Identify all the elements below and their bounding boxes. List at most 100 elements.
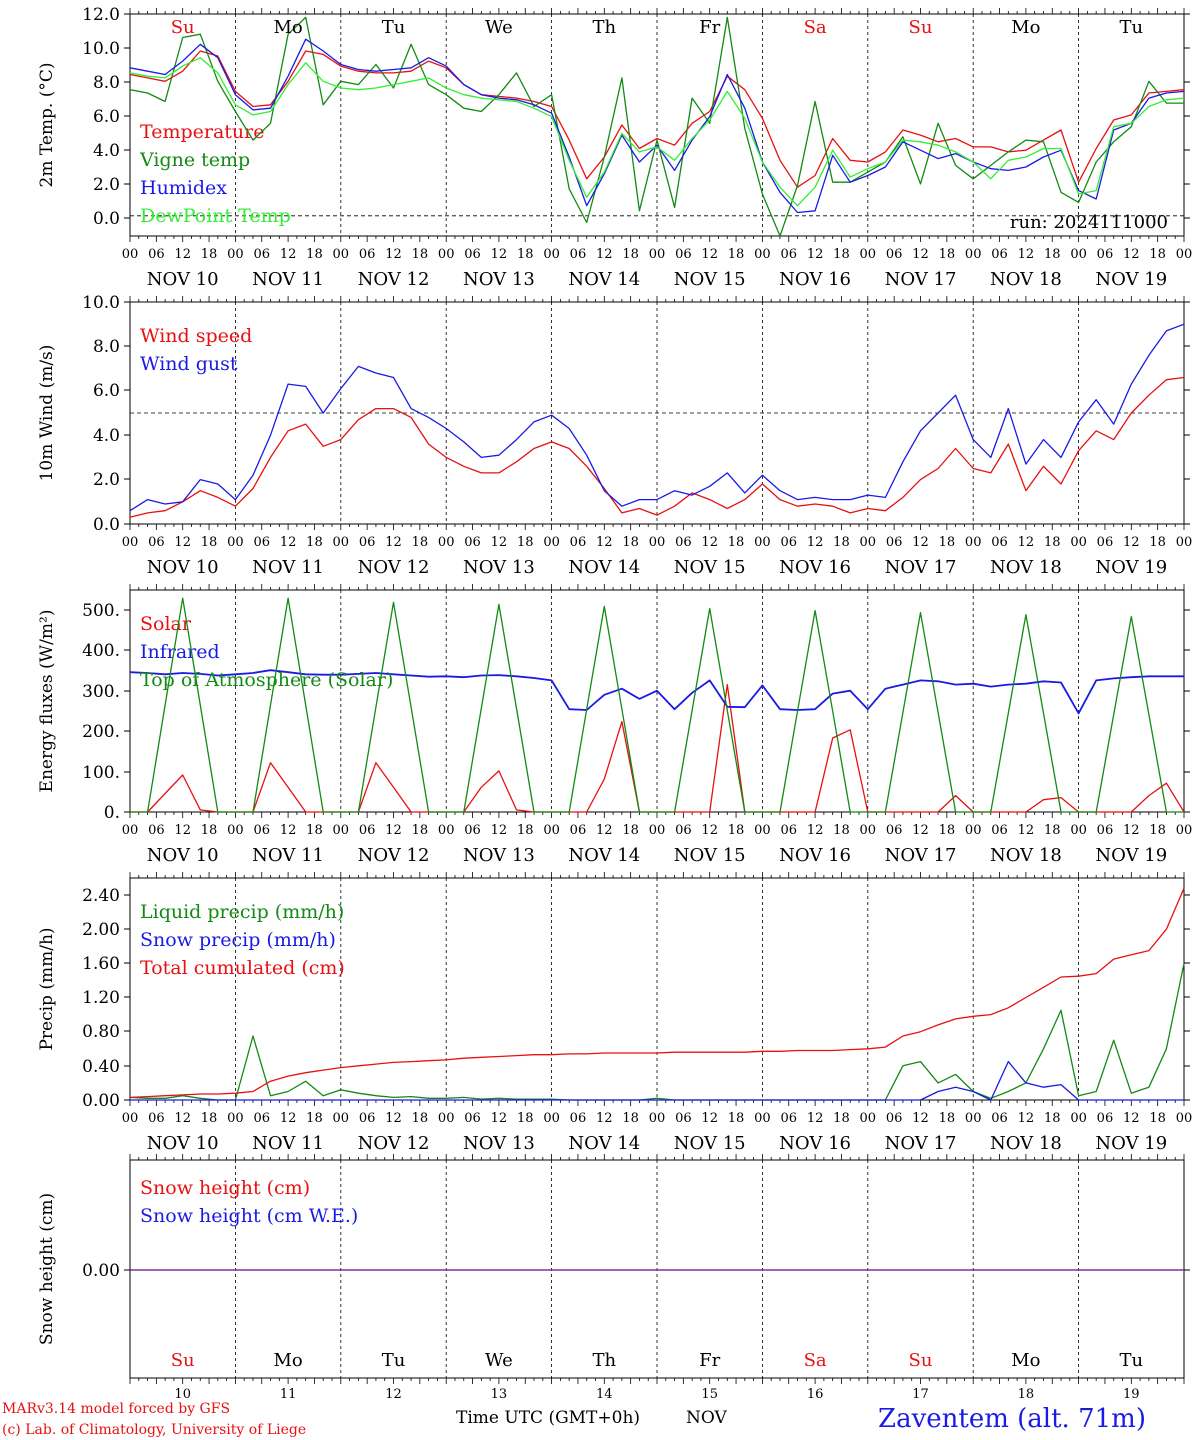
x-hour-tick-label: 06 <box>148 247 165 262</box>
x-hour-tick-label: 00 <box>543 247 560 262</box>
x-hour-tick-label: 00 <box>438 1111 455 1126</box>
legend-entry: Total cumulated (cm) <box>140 957 345 979</box>
legend-entry: Humidex <box>140 177 227 199</box>
x-date-label: NOV 16 <box>779 845 851 866</box>
day-of-week-label: Sa <box>804 1350 827 1371</box>
x-hour-tick-label: 18 <box>1044 1111 1061 1126</box>
series-line-wind-gust <box>129 323 1185 512</box>
x-hour-tick-label: 06 <box>464 1111 481 1126</box>
legend-entry: Solar <box>140 613 192 635</box>
day-of-week-label: Tu <box>1119 1350 1143 1371</box>
x-date-label: NOV 12 <box>358 557 430 578</box>
x-hour-tick-label: 18 <box>412 247 429 262</box>
y-tick-label: 6.0 <box>93 107 120 127</box>
credit-line-1: MARv3.14 model forced by GFS <box>2 1401 230 1417</box>
x-hour-tick-label: 00 <box>860 247 877 262</box>
x-hour-tick-label: 12 <box>385 823 402 838</box>
x-hour-tick-label: 12 <box>491 823 508 838</box>
x-hour-tick-label: 12 <box>174 823 191 838</box>
day-number-label: 13 <box>491 1387 508 1402</box>
day-number-label: 14 <box>596 1387 613 1402</box>
x-hour-tick-label: 00 <box>860 1111 877 1126</box>
x-hour-tick-label: 18 <box>1044 535 1061 550</box>
x-hour-tick-label: 06 <box>1097 535 1114 550</box>
x-hour-tick-label: 12 <box>701 823 718 838</box>
legend-entry: Snow precip (mm/h) <box>140 929 336 951</box>
y-tick-label: 1.60 <box>82 954 120 974</box>
x-hour-tick-label: 00 <box>754 1111 771 1126</box>
x-hour-tick-label: 06 <box>148 535 165 550</box>
x-hour-tick-label: 00 <box>122 247 139 262</box>
x-hour-tick-label: 18 <box>833 823 850 838</box>
x-hour-tick-label: 06 <box>886 535 903 550</box>
x-hour-tick-label: 00 <box>754 247 771 262</box>
x-hour-tick-label: 12 <box>280 535 297 550</box>
x-hour-tick-label: 00 <box>649 1111 666 1126</box>
x-date-label: NOV 15 <box>674 557 746 578</box>
y-tick-label: 0.80 <box>82 1022 120 1042</box>
legend-entry: Infrared <box>140 641 220 663</box>
credit-line-2: (c) Lab. of Climatology, University of L… <box>2 1422 306 1438</box>
x-date-label: NOV 13 <box>463 845 535 866</box>
x-hour-tick-label: 12 <box>1123 535 1140 550</box>
legend-entry: Vigne temp <box>139 149 250 171</box>
x-hour-tick-label: 00 <box>227 535 244 550</box>
x-date-label: NOV 12 <box>358 845 430 866</box>
x-hour-tick-label: 06 <box>780 247 797 262</box>
day-of-week-label: Th <box>592 1350 616 1371</box>
x-hour-tick-label: 00 <box>122 1111 139 1126</box>
x-hour-tick-label: 12 <box>912 535 929 550</box>
x-hour-tick-label: 00 <box>543 1111 560 1126</box>
y-tick-label: 500. <box>82 601 120 621</box>
x-hour-tick-label: 18 <box>517 1111 534 1126</box>
day-of-week-label: Mo <box>1011 1350 1040 1371</box>
x-date-label: NOV 14 <box>568 1133 640 1154</box>
x-date-label: NOV 18 <box>990 557 1062 578</box>
x-hour-tick-label: 06 <box>464 247 481 262</box>
y-axis-label: 2m Temp. (°C) <box>37 62 57 187</box>
x-hour-tick-label: 12 <box>385 535 402 550</box>
x-date-label: NOV 11 <box>252 557 324 578</box>
x-hour-tick-label: 18 <box>412 1111 429 1126</box>
panel-2: 10.0 8.0 6.0 4.0 2.0 0.0 10m Wind (m/s) Wind sp… <box>37 293 1192 578</box>
series-line-humidex <box>129 38 1185 214</box>
x-hour-tick-label: 12 <box>491 535 508 550</box>
series-line-liquid-precip-mm-h- <box>129 963 1185 1101</box>
y-tick-label: 300. <box>82 682 120 702</box>
x-date-label: NOV 18 <box>990 269 1062 290</box>
legend-entry: Top of Atmosphere (Solar) <box>140 669 393 691</box>
legend-entry: Wind gust <box>140 353 238 375</box>
x-date-label: NOV 13 <box>463 557 535 578</box>
y-tick-label: 0. <box>104 803 120 823</box>
x-hour-tick-label: 00 <box>543 823 560 838</box>
y-tick-label: 12.0 <box>82 5 120 25</box>
legend-entry: Liquid precip (mm/h) <box>140 901 344 923</box>
x-hour-tick-label: 18 <box>622 535 639 550</box>
x-hour-tick-label: 00 <box>227 247 244 262</box>
month-label: NOV <box>686 1408 728 1428</box>
day-of-week-label: Fr <box>699 1350 720 1371</box>
day-number-label: 12 <box>385 1387 402 1402</box>
station-label: Zaventem (alt. 71m) <box>878 1404 1146 1434</box>
x-hour-tick-label: 18 <box>201 247 218 262</box>
x-date-label: NOV 16 <box>779 269 851 290</box>
x-hour-tick-label: 18 <box>201 823 218 838</box>
x-date-label: NOV 19 <box>1095 557 1167 578</box>
day-number-label: 19 <box>1123 1387 1140 1402</box>
x-hour-tick-label: 18 <box>517 247 534 262</box>
legend-entry: Snow height (cm) <box>140 1177 310 1199</box>
x-hour-tick-label: 00 <box>860 535 877 550</box>
x-date-label: NOV 10 <box>147 845 219 866</box>
x-hour-tick-label: 00 <box>1070 1111 1087 1126</box>
x-date-label: NOV 13 <box>463 269 535 290</box>
x-hour-tick-label: 06 <box>253 247 270 262</box>
x-hour-tick-label: 00 <box>333 535 350 550</box>
x-hour-tick-label: 18 <box>412 823 429 838</box>
panel-3: 500. 400. 300. 200. 100. 0. Energy fluxes (W/m… <box>37 584 1192 866</box>
x-hour-tick-label: 12 <box>1018 823 1035 838</box>
y-tick-label: 0.00 <box>82 1261 120 1281</box>
x-date-label: NOV 19 <box>1095 845 1167 866</box>
x-hour-tick-label: 18 <box>306 247 323 262</box>
x-hour-tick-label: 12 <box>1018 1111 1035 1126</box>
